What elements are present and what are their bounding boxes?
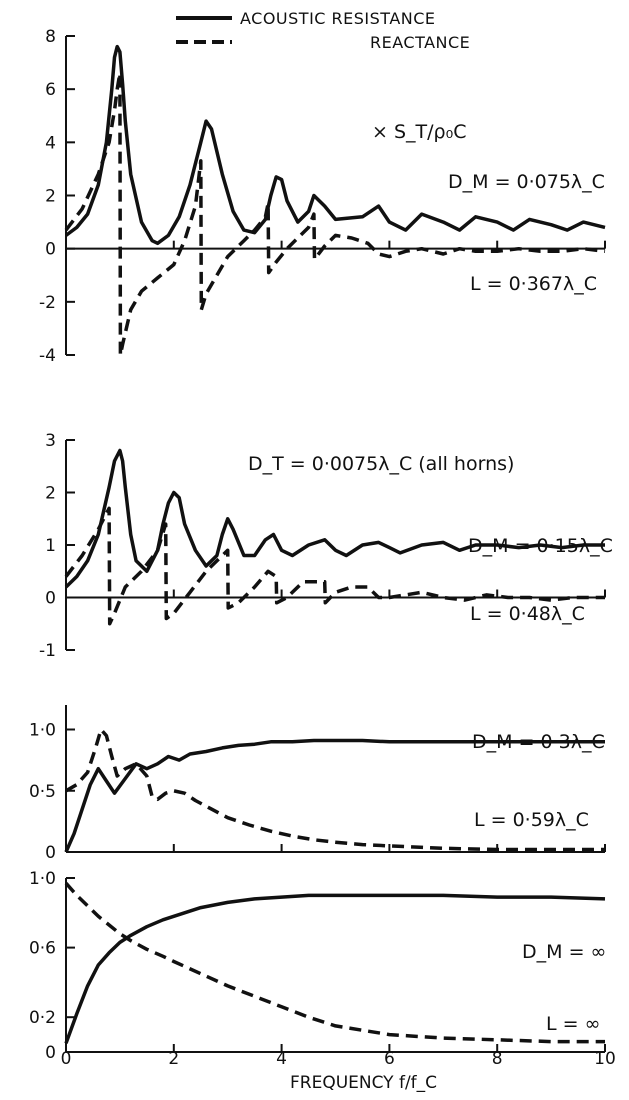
y-tick-label: 3 (45, 431, 56, 451)
legend: ACOUSTIC RESISTANCE REACTANCE (176, 9, 470, 52)
normalization-label: × S_T/ρ₀C (372, 121, 466, 143)
y-tick-label: 0·6 (29, 939, 56, 959)
resistance-curve-2 (64, 738, 605, 853)
legend-solid-label: ACOUSTIC RESISTANCE (240, 9, 436, 28)
x-tick-label: 4 (276, 1049, 287, 1069)
y-tick-label: 8 (45, 27, 56, 47)
y-tick-label: 0·2 (29, 1008, 56, 1028)
l-label-1: L = 0·48λ_C (470, 603, 585, 625)
l-label-2: L = 0·59λ_C (474, 809, 589, 831)
shared-annotation: D_T = 0·0075λ_C (all horns) (248, 453, 514, 475)
y-tick-label: 4 (45, 133, 56, 153)
resistance-curve-0 (64, 44, 606, 246)
x-axis-tick-labels: 0 2 4 6 8 10 (61, 1049, 616, 1069)
y-tick-label: -4 (39, 346, 56, 366)
panel-dm-infinity: 0 0·2 0·6 1·0 D_M = ∞ L = ∞ (29, 869, 606, 1063)
y-tick-label: 0·5 (29, 782, 56, 802)
l-label-0: L = 0·367λ_C (470, 273, 597, 295)
y-tick-label: 1·0 (29, 869, 56, 889)
reactance-curve-1 (64, 506, 605, 626)
panel-dm-03: 0 0·5 1·0 D_M = 0·3λ_C L = 0·59λ_C (29, 705, 606, 863)
panel-dm-0075: -4 -2 0 2 4 6 8 D_M = 0·075λ_C L = 0·367λ_C (39, 27, 606, 366)
y-tick-label: 0 (45, 589, 56, 609)
reactance-curve-0 (64, 71, 606, 357)
y-tick-label: 0 (45, 1043, 56, 1063)
y-tick-label: 6 (45, 80, 56, 100)
y-tick-label: 1 (45, 536, 56, 556)
dm-label-2: D_M = 0·3λ_C (472, 731, 605, 753)
y-tick-label: 2 (45, 187, 56, 207)
y-tick-label: 1·0 (29, 721, 56, 741)
x-tick-label: 2 (168, 1049, 179, 1069)
y-tick-label: 0 (45, 843, 56, 863)
reactance-curve-2 (65, 727, 605, 852)
x-tick-label: 10 (594, 1049, 616, 1069)
y-tick-label: -1 (39, 641, 56, 661)
resistance-curve-1 (64, 448, 605, 589)
x-tick-label: 0 (61, 1049, 72, 1069)
dm-label-0: D_M = 0·075λ_C (448, 171, 605, 193)
dm-label-3: D_M = ∞ (522, 941, 606, 963)
x-tick-label: 6 (384, 1049, 395, 1069)
x-axis-label: FREQUENCY f/f_C (290, 1073, 437, 1093)
dm-label-1: D_M = 0·15λ_C (468, 535, 613, 557)
panel-dm-015: -1 0 1 2 3 D_M = 0·15λ_C L = 0·48λ_C (39, 431, 613, 661)
x-tick-label: 8 (492, 1049, 503, 1069)
legend-dashed-label: REACTANCE (370, 33, 470, 52)
y-tick-label: 2 (45, 484, 56, 504)
resistance-curve-3 (64, 893, 606, 1044)
l-label-3: L = ∞ (546, 1013, 600, 1035)
y-tick-label: 0 (45, 240, 56, 260)
y-tick-label: -2 (39, 293, 56, 313)
reactance-curve-3 (64, 882, 605, 1044)
